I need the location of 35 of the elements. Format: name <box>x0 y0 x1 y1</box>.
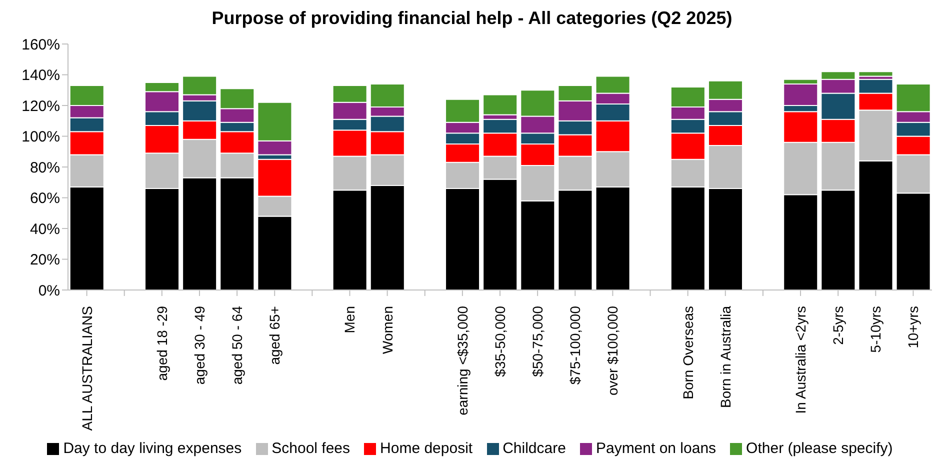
y-tick-label: 120% <box>22 98 60 115</box>
legend-label: Childcare <box>502 440 566 457</box>
y-tick-label: 140% <box>22 67 60 84</box>
x-tick-label: Men <box>342 306 358 334</box>
x-tick-label: $50-75,000 <box>530 306 546 377</box>
x-tick-label: Born Overseas <box>680 306 696 400</box>
y-tick-label: 80% <box>30 159 60 176</box>
x-tick-label: Born in Australia <box>717 306 734 408</box>
legend-label: Payment on loans <box>596 440 716 457</box>
legend-label: Other (please specify) <box>746 440 893 457</box>
x-tick-label: 5-10yrs <box>868 306 884 353</box>
legend-label: School fees <box>272 440 350 457</box>
y-tick-label: 20% <box>30 252 60 269</box>
bar <box>858 71 894 77</box>
x-tick-label: aged 65+ <box>266 306 283 365</box>
x-tick-label: aged 18 -29 <box>154 306 170 381</box>
legend-label: Day to day living expenses <box>63 440 242 457</box>
y-tick-label: 0% <box>38 282 60 300</box>
x-tick-label: aged 50 - 64 <box>229 306 246 385</box>
x-tick-label: aged 30 - 49 <box>191 306 208 385</box>
x-tick-label: $75-100,000 <box>567 306 584 385</box>
x-tick-label: earning <$35,000 <box>454 306 470 416</box>
y-tick-label: 60% <box>30 190 60 208</box>
x-tick-label: 2-5yrs <box>830 306 846 345</box>
y-tick-label: 100% <box>22 128 60 146</box>
x-tick-label: Women <box>379 306 396 354</box>
y-tick-label: 40% <box>30 220 60 238</box>
x-tick-label: 10+yrs <box>905 306 922 348</box>
x-tick-label: $35-50,000 <box>492 306 508 377</box>
x-tick-label: In Australia <2yrs <box>792 306 809 414</box>
x-tick-label: over $100,000 <box>604 306 621 396</box>
x-tick-label: ALL AUSTRALIANS <box>78 306 95 431</box>
y-tick-label: 160% <box>22 36 60 54</box>
legend-label: Home deposit <box>380 440 473 457</box>
chart-title: Purpose of providing financial help - All categories (Q2 2025) <box>210 8 734 30</box>
